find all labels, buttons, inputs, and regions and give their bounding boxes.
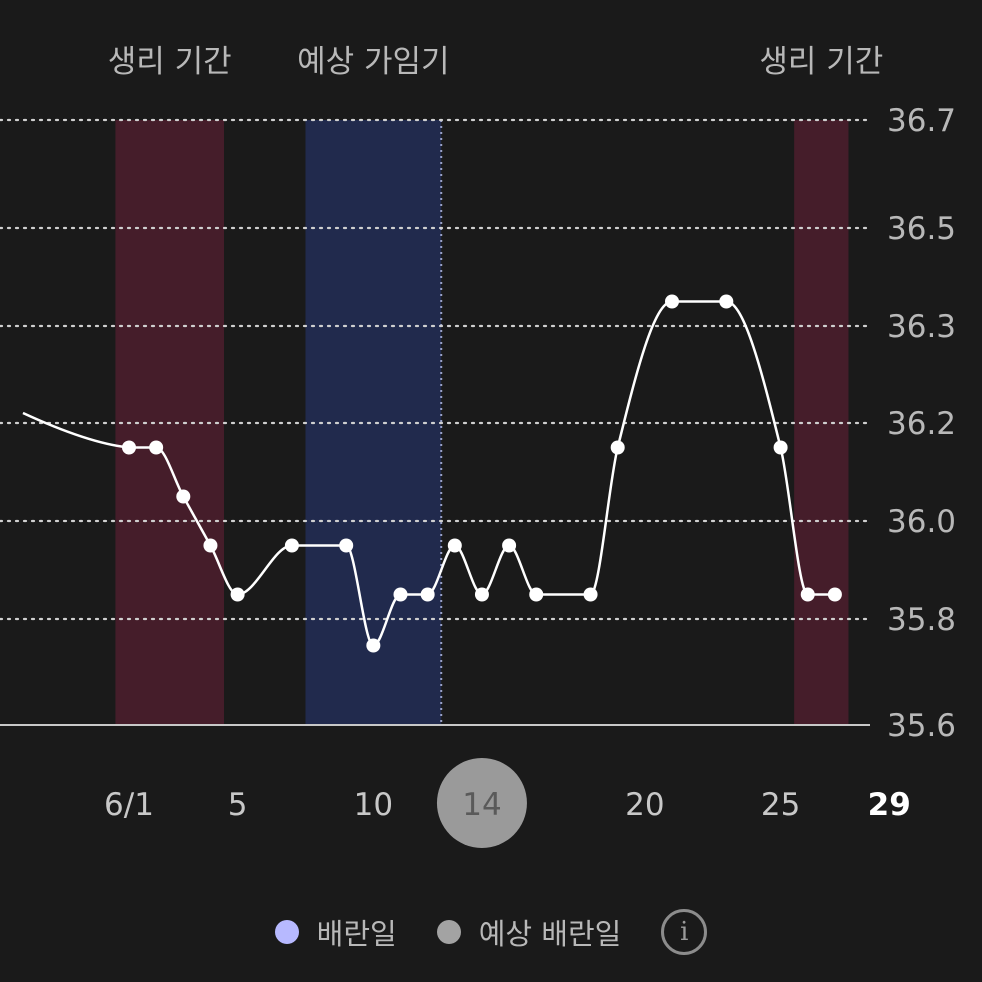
predicted-ovulation-dot-icon: [436, 920, 461, 944]
y-tick-label: 36.7: [887, 103, 956, 139]
temperature-point: [827, 587, 842, 602]
temperature-lead-in-line: [22, 411, 130, 449]
legend-ovulation: 배란일: [274, 911, 397, 953]
band-label: 예상 가임기: [297, 44, 449, 80]
temperature-point: [366, 638, 381, 653]
temperature-point: [420, 587, 435, 602]
y-tick-label: 35.8: [887, 602, 956, 638]
temperature-point: [583, 587, 598, 602]
info-glyph: i: [680, 917, 689, 947]
info-icon[interactable]: i: [661, 909, 708, 955]
temperature-point: [610, 440, 625, 455]
x-tick-label: 25: [761, 787, 800, 823]
x-tick-label: 14: [462, 787, 501, 823]
legend-predicted-ovulation-label: 예상 배란일: [478, 917, 622, 951]
x-tick-label: 5: [228, 787, 248, 823]
temperature-point: [122, 440, 136, 455]
x-tick-label: 6/1: [104, 787, 154, 823]
y-tick-label: 36.2: [887, 406, 956, 442]
y-tick-label: 36.0: [887, 504, 956, 540]
temperature-point: [719, 294, 734, 309]
legend: 배란일 예상 배란일 i: [0, 900, 982, 964]
temperature-point: [176, 489, 191, 504]
fertile-band: [305, 120, 442, 725]
temperature-point: [447, 538, 462, 553]
band-label: 생리 기간: [759, 44, 883, 80]
x-tick-label: 29: [868, 787, 911, 823]
x-tick-label: 20: [625, 787, 664, 823]
temperature-point: [474, 587, 489, 602]
temperature-point: [773, 440, 788, 455]
bbt-chart: 생리 기간 예상 가임기 생리 기간36.736.536.336.236.035.8…: [0, 44, 956, 848]
y-tick-label: 36.3: [887, 309, 956, 345]
x-tick-label: 10: [354, 787, 393, 823]
temperature-point: [149, 440, 164, 455]
temperature-point: [203, 538, 218, 553]
temperature-point: [502, 538, 517, 553]
temperature-point: [284, 538, 299, 553]
y-tick-label: 35.6: [887, 708, 956, 744]
band-label: 생리 기간: [108, 44, 232, 80]
temperature-point: [529, 587, 544, 602]
legend-predicted-ovulation: 예상 배란일: [436, 911, 622, 953]
temperature-point: [230, 587, 245, 602]
temperature-point: [665, 294, 679, 309]
legend-ovulation-label: 배란일: [316, 917, 397, 951]
selected-day-marker: [436, 758, 527, 848]
y-tick-label: 36.5: [887, 211, 956, 247]
temperature-point: [393, 587, 408, 602]
temperature-point: [800, 587, 815, 602]
ovulation-dot-icon: [274, 920, 299, 944]
temperature-point: [339, 538, 354, 553]
